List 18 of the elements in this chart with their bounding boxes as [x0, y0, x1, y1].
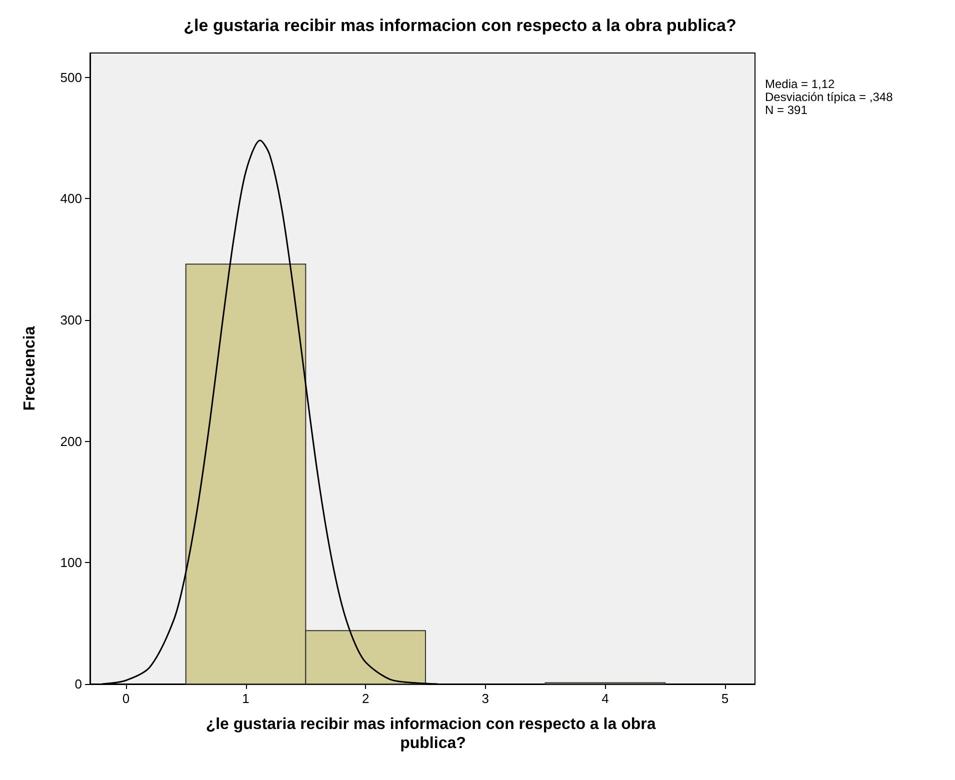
y-tick-label: 0: [74, 676, 82, 692]
x-tick-label: 0: [122, 691, 130, 706]
x-axis-title: ¿le gustaria recibir mas informacion con respecto a la obra publica?: [206, 716, 660, 752]
y-tick-label: 200: [60, 434, 82, 449]
chart-title: ¿le gustaria recibir mas informacion con respecto a la obra publica?: [184, 16, 736, 35]
text: N = 391: [765, 103, 808, 117]
x-tick-label: 3: [482, 691, 490, 706]
text: Desviación típica = ,348: [765, 90, 894, 104]
y-tick-label: 300: [60, 312, 82, 328]
y-tick-label: 500: [60, 70, 82, 85]
x-tick-label: 5: [721, 691, 729, 706]
x-tick-label: 2: [362, 691, 370, 706]
y-tick-label: 400: [60, 191, 82, 206]
y-axis-title: Frecuencia: [22, 326, 38, 411]
text: Media = 1,12: [765, 77, 836, 91]
x-tick-label: 4: [602, 691, 609, 706]
x-tick-label: 1: [242, 691, 250, 706]
y-tick-label: 100: [60, 555, 82, 570]
